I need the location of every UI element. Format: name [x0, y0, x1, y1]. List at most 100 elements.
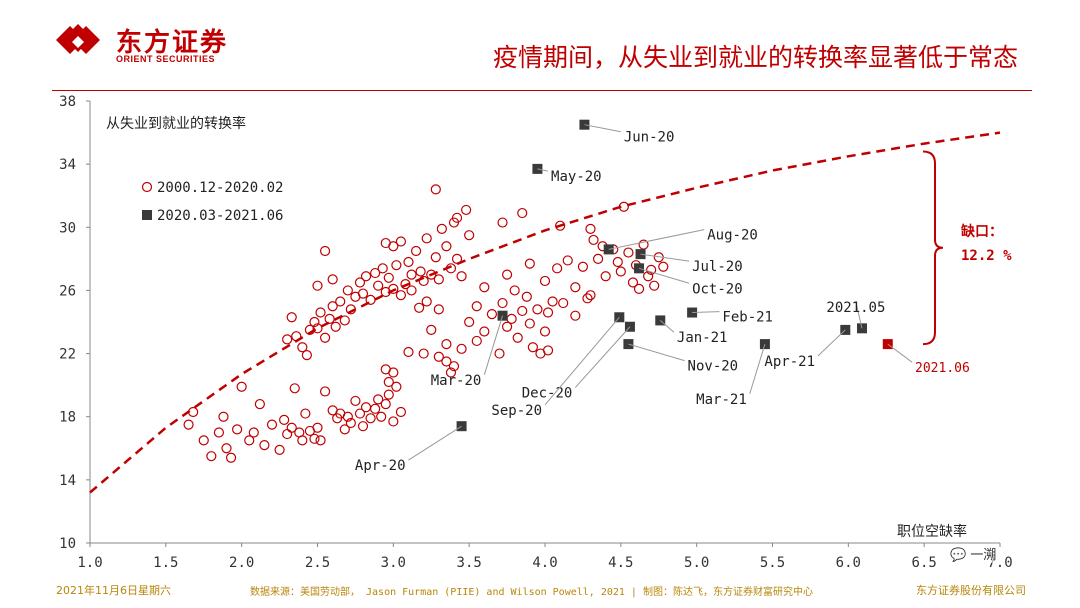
label-leader-line	[628, 343, 685, 362]
data-point-circle	[297, 435, 308, 446]
chart-legend: 2000.12-2020.02 2020.03-2021.06	[141, 180, 283, 224]
page-title: 疫情期间，从失业到就业的转换率显著低于常态	[492, 43, 1018, 72]
x-tick-label: 2.0	[229, 555, 254, 571]
data-point-circle	[649, 280, 660, 291]
data-point-circle	[542, 345, 554, 356]
data-point-circle	[456, 343, 467, 354]
label-leader-line	[574, 326, 631, 388]
data-point-circle	[542, 307, 554, 318]
watermark: 💬 一溯	[948, 544, 999, 563]
y-tick-label: 34	[59, 157, 76, 173]
x-tick-label: 6.5	[912, 555, 937, 571]
footer-date: 2021年11月6日星期六	[56, 584, 171, 597]
data-point-circle	[388, 241, 399, 252]
gap-annotation: 缺口： 12.2 %	[922, 150, 1012, 346]
data-point-circle	[588, 234, 599, 246]
data-point-circle	[391, 260, 402, 271]
x-tick-label: 4.5	[608, 555, 633, 571]
data-point-circle	[461, 204, 472, 216]
data-point-circle	[354, 408, 366, 419]
data-point-circle	[395, 406, 407, 418]
legend-label-pandemic: 2020.03-2021.06	[157, 208, 283, 224]
data-point-circle	[198, 435, 209, 446]
data-point-circle	[309, 433, 320, 444]
point-label: Feb-21	[722, 310, 773, 326]
data-point-circle	[582, 293, 593, 304]
y-tick-label: 14	[59, 473, 76, 489]
data-point-circle	[415, 266, 426, 277]
data-point-circle	[244, 435, 255, 446]
data-point-circle	[570, 282, 581, 293]
data-point-circle	[512, 332, 523, 343]
point-label: Aug-20	[707, 228, 758, 244]
data-point-circle	[403, 256, 414, 268]
data-point-circle	[350, 395, 361, 407]
data-point-circle	[406, 285, 417, 296]
x-tick-label: 2.5	[305, 555, 330, 571]
label-leader-line	[537, 168, 549, 172]
data-point-circle	[357, 421, 369, 432]
legend-circle-marker	[141, 181, 153, 193]
data-point-circle	[301, 350, 312, 361]
data-point-circle	[433, 351, 444, 362]
data-point-circle	[400, 279, 411, 290]
point-label: Apr-21	[764, 354, 815, 370]
data-point-circle	[479, 326, 490, 337]
logo-title: 东方证券	[116, 28, 229, 58]
data-point-circle	[577, 261, 589, 272]
data-point-circle	[464, 316, 475, 328]
data-point-circle	[266, 419, 278, 430]
data-point-circle	[585, 290, 596, 301]
data-point-circle	[547, 296, 558, 307]
data-point-circle	[456, 271, 467, 282]
data-point-circle	[517, 305, 528, 317]
y-tick-label: 22	[59, 347, 76, 363]
data-point-circle	[521, 291, 532, 302]
data-point-circle	[291, 331, 302, 342]
label-leader-line	[638, 267, 690, 284]
data-point-circle	[524, 258, 535, 269]
x-tick-label: 5.0	[684, 555, 709, 571]
orient-securities-logo	[56, 24, 100, 54]
label-leader-line	[640, 253, 690, 262]
data-point-circle	[370, 403, 381, 414]
data-point-circle	[471, 301, 482, 312]
point-label: Mar-21	[696, 392, 747, 408]
data-point-circle	[506, 313, 517, 324]
data-point-circle	[286, 312, 297, 323]
y-tick-label: 38	[59, 94, 76, 110]
data-point-circle	[501, 269, 513, 280]
data-point-circle	[354, 277, 366, 288]
data-point-circle	[410, 245, 422, 257]
data-point-circle	[357, 288, 369, 299]
label-leader-line	[408, 425, 462, 461]
point-label: Jul-20	[692, 259, 743, 275]
data-point-circle	[436, 223, 447, 234]
y-tick-label: 10	[59, 536, 76, 552]
point-label: Dec-20	[522, 385, 573, 401]
data-point-circle	[552, 263, 563, 274]
data-point-circle	[486, 309, 498, 320]
data-point-circle	[274, 444, 285, 455]
label-leader-line	[692, 311, 720, 314]
data-point-circle	[445, 367, 457, 378]
x-tick-label: 1.0	[77, 555, 102, 571]
data-point-circle	[380, 364, 391, 375]
data-point-circle	[188, 406, 199, 418]
data-point-circle	[562, 255, 573, 266]
data-point-circle	[633, 283, 645, 294]
label-leader-line	[544, 316, 620, 406]
data-point-circle	[494, 348, 505, 359]
point-label: Jan-21	[677, 330, 728, 346]
series-pandemic-period	[456, 119, 893, 432]
data-point-circle	[383, 376, 394, 388]
point-label: Sep-20	[491, 403, 542, 419]
x-tick-label: 4.0	[532, 555, 557, 571]
data-point-circle	[218, 411, 229, 422]
trend-line-layer	[89, 131, 1001, 494]
x-tick-label: 6.0	[836, 555, 861, 571]
data-point-circle	[319, 386, 331, 397]
data-point-circle	[324, 313, 335, 324]
data-point-circle	[612, 256, 623, 268]
